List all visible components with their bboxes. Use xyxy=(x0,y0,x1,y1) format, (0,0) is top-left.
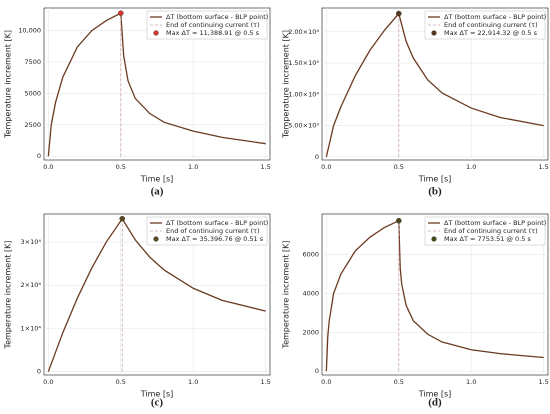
plot-frame xyxy=(43,7,271,161)
panel-caption: (b) xyxy=(428,186,442,198)
y-tick-label: 4000 xyxy=(302,290,319,298)
y-axis-label: Temperature increment [K] xyxy=(4,241,13,350)
plot-frame xyxy=(321,213,549,376)
data-line xyxy=(47,217,266,372)
data-line xyxy=(47,12,266,157)
legend-box xyxy=(424,10,546,40)
max-marker xyxy=(395,10,402,17)
legend-box xyxy=(424,216,546,246)
plot-frame xyxy=(43,213,271,376)
legend-label: End of continuing current (τ) xyxy=(444,227,538,235)
x-tick-label: 1.5 xyxy=(260,163,270,171)
x-tick-label: 1.0 xyxy=(188,163,198,171)
y-axis-label: Temperature increment [K] xyxy=(282,241,291,350)
legend-marker xyxy=(153,236,159,242)
y-tick-label: 0 xyxy=(37,152,41,160)
y-tick-label: 2000 xyxy=(302,328,319,336)
y-tick-label: 0 xyxy=(37,368,41,376)
legend-label: End of continuing current (τ) xyxy=(166,227,260,235)
panel-caption: (d) xyxy=(428,397,442,409)
legend-label: ΔT (bottom surface - BLP point) xyxy=(166,219,268,227)
legend-marker xyxy=(431,30,437,36)
x-tick-label: 1.5 xyxy=(538,378,548,386)
legend-marker xyxy=(431,236,437,242)
y-tick-label: 6000 xyxy=(302,251,319,259)
y-axis-label: Temperature increment [K] xyxy=(282,30,291,139)
y-tick-label: 7500 xyxy=(24,58,41,66)
legend-label: ΔT (bottom surface - BLP point) xyxy=(444,13,546,21)
x-axis-label: Time [s] xyxy=(418,390,452,399)
y-tick-label: 10,000 xyxy=(18,27,41,35)
legend-label: Max ΔT = 22,914.32 @ 0.5 s xyxy=(444,29,538,37)
x-axis-label: Time [s] xyxy=(140,390,174,399)
y-axis-label: Temperature increment [K] xyxy=(4,30,13,139)
legend-label: ΔT (bottom surface - BLP point) xyxy=(166,13,268,21)
y-tick-label: 0 xyxy=(315,367,319,375)
panel-caption: (a) xyxy=(151,186,164,198)
legend-box xyxy=(146,216,268,246)
data-line xyxy=(325,12,544,158)
max-marker xyxy=(119,215,126,222)
x-tick-label: 0.5 xyxy=(116,378,126,386)
x-tick-label: 1.0 xyxy=(466,163,476,171)
y-tick-label: 2500 xyxy=(24,121,41,129)
y-tick-label: 3×10⁴ xyxy=(21,238,42,246)
x-tick-label: 1.5 xyxy=(538,163,548,171)
y-tick-label: 5000 xyxy=(24,89,41,97)
x-tick-label: 0.0 xyxy=(43,163,53,171)
y-tick-label: 1.00×10⁴ xyxy=(288,90,319,98)
x-tick-label: 1.0 xyxy=(188,378,198,386)
y-tick-label: 2×10⁴ xyxy=(21,281,42,289)
y-tick-label: 2.00×10⁴ xyxy=(288,28,319,36)
y-tick-label: 0 xyxy=(315,153,319,161)
x-tick-label: 0.5 xyxy=(394,378,404,386)
max-marker xyxy=(395,217,402,224)
x-tick-label: 0.0 xyxy=(43,378,53,386)
legend-marker xyxy=(153,30,159,36)
x-axis-label: Time [s] xyxy=(140,175,174,184)
x-tick-label: 0.0 xyxy=(321,163,331,171)
x-tick-label: 1.0 xyxy=(466,378,476,386)
x-tick-label: 0.5 xyxy=(394,163,404,171)
x-tick-label: 0.0 xyxy=(321,378,331,386)
y-tick-label: 1×10⁴ xyxy=(21,324,42,332)
legend-label: Max ΔT = 7753.51 @ 0.5 s xyxy=(444,235,531,243)
y-tick-label: 1.50×10⁴ xyxy=(288,59,319,67)
legend-label: Max ΔT = 35,396.76 @ 0.51 s xyxy=(166,235,264,243)
x-tick-label: 0.5 xyxy=(116,163,126,171)
max-marker xyxy=(117,10,124,16)
legend-box xyxy=(146,10,268,40)
y-tick-label: 5.00×10³ xyxy=(288,122,319,130)
plot-frame xyxy=(321,7,549,161)
x-tick-label: 1.5 xyxy=(260,378,270,386)
x-axis-label: Time [s] xyxy=(418,175,452,184)
panel-caption: (c) xyxy=(151,397,164,409)
legend-label: Max ΔT = 11,388.91 @ 0.5 s xyxy=(166,29,260,37)
legend-label: End of continuing current (τ) xyxy=(166,21,260,29)
legend-label: End of continuing current (τ) xyxy=(444,21,538,29)
data-line xyxy=(325,219,544,372)
legend-label: ΔT (bottom surface - BLP point) xyxy=(444,219,546,227)
